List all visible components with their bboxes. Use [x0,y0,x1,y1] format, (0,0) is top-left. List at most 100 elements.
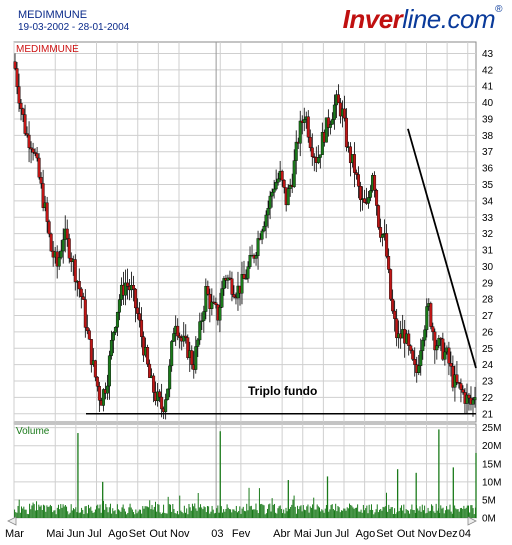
price-tick-label: 40 [482,98,494,109]
candle-body [282,179,286,188]
candle-body [206,286,210,295]
candle-body [214,302,218,306]
candle-body [274,182,278,190]
candle-body [375,190,379,206]
candle-body [107,355,111,387]
time-tick-label: Jun [67,528,85,540]
candle-body [31,148,35,153]
candle-body [437,337,441,346]
candle-body [113,326,117,333]
candle-body [461,389,465,393]
price-tick-label: 30 [482,262,494,273]
chart-title: MEDIMMUNE [18,9,88,21]
candle-body [57,257,61,267]
candle-body [449,363,453,367]
candle-body [344,117,348,148]
annotation-label: Triplo fundo [248,384,317,398]
time-tick-label: Mar [5,528,24,540]
inverline-logo: Inverline.com® [343,4,503,35]
candle-body [200,320,204,322]
price-tick-label: 27 [482,311,494,322]
price-tick-label: 43 [482,49,494,60]
candle-body [178,335,182,339]
candle-body [459,383,463,390]
candle-body [352,154,356,173]
candle-body [316,157,320,163]
candle-body [363,198,367,203]
candle-body [409,345,413,351]
candle-body [320,132,324,155]
candle-body [262,226,266,232]
candle-body [332,104,336,120]
time-tick-label: Jul [88,528,102,540]
time-tick-label: Fev [232,528,251,540]
candle-body [306,116,310,138]
candle-body [186,337,190,358]
candle-body [95,376,99,387]
candle-body [248,255,252,267]
price-tick-label: 24 [482,360,494,371]
volume-tick-label: 0M [482,514,496,525]
candle-body [395,318,399,339]
candle-body [218,307,222,321]
candle-body [326,117,330,128]
candle-body [39,177,43,184]
candle-body [87,330,91,340]
candle-body [190,350,194,365]
candle-body [101,389,105,406]
candle-body [148,363,152,378]
candle-body [328,124,332,128]
time-tick-label: Dez [438,528,458,540]
time-tick-label: Mai [46,528,64,540]
logo-rest: line.com [402,4,496,34]
volume-tick-label: 20M [482,441,501,452]
candle-body [393,310,397,319]
time-tick-label: Nov [418,528,438,540]
candle-body [89,339,93,365]
candle-body [77,281,81,290]
candle-body [471,399,475,405]
candle-body [242,274,246,279]
candle-body [61,239,65,252]
candle-body [152,375,156,393]
time-tick-label: Jul [335,528,349,540]
candle-body [240,274,244,294]
candle-body [246,266,250,279]
candle-body [45,202,49,222]
price-tick-label: 28 [482,295,494,306]
candle-body [385,233,389,257]
candle-body [59,250,63,258]
candle-body [136,307,140,314]
candle-body [33,152,37,154]
candle-body [105,385,109,394]
candle-body [93,360,97,378]
candle-body [336,94,340,104]
candle-body [184,335,188,338]
candle-body [37,157,41,178]
candle-body [140,319,144,337]
candle-body [439,337,443,340]
time-tick-label: Out [149,528,167,540]
candle-body [166,388,170,400]
volume-tick-label: 15M [482,459,501,470]
volume-series-label: Volume [16,426,50,437]
candle-body [443,351,447,360]
candle-body [431,326,435,333]
candle-body [164,399,168,413]
price-tick-label: 26 [482,327,494,338]
volume-tick-label: 5M [482,495,496,506]
candle-body [109,339,113,356]
candle-body [41,183,45,208]
candle-body [280,170,284,181]
candle-body [65,228,69,239]
candle-body [288,185,292,189]
candle-body [292,160,296,187]
candle-body [391,298,395,312]
time-tick-label: Set [129,528,146,540]
candle-body [67,238,71,259]
candle-body [97,386,101,401]
candle-body [222,278,226,289]
time-tick-label: Jun [314,528,332,540]
price-tick-label: 23 [482,377,494,388]
